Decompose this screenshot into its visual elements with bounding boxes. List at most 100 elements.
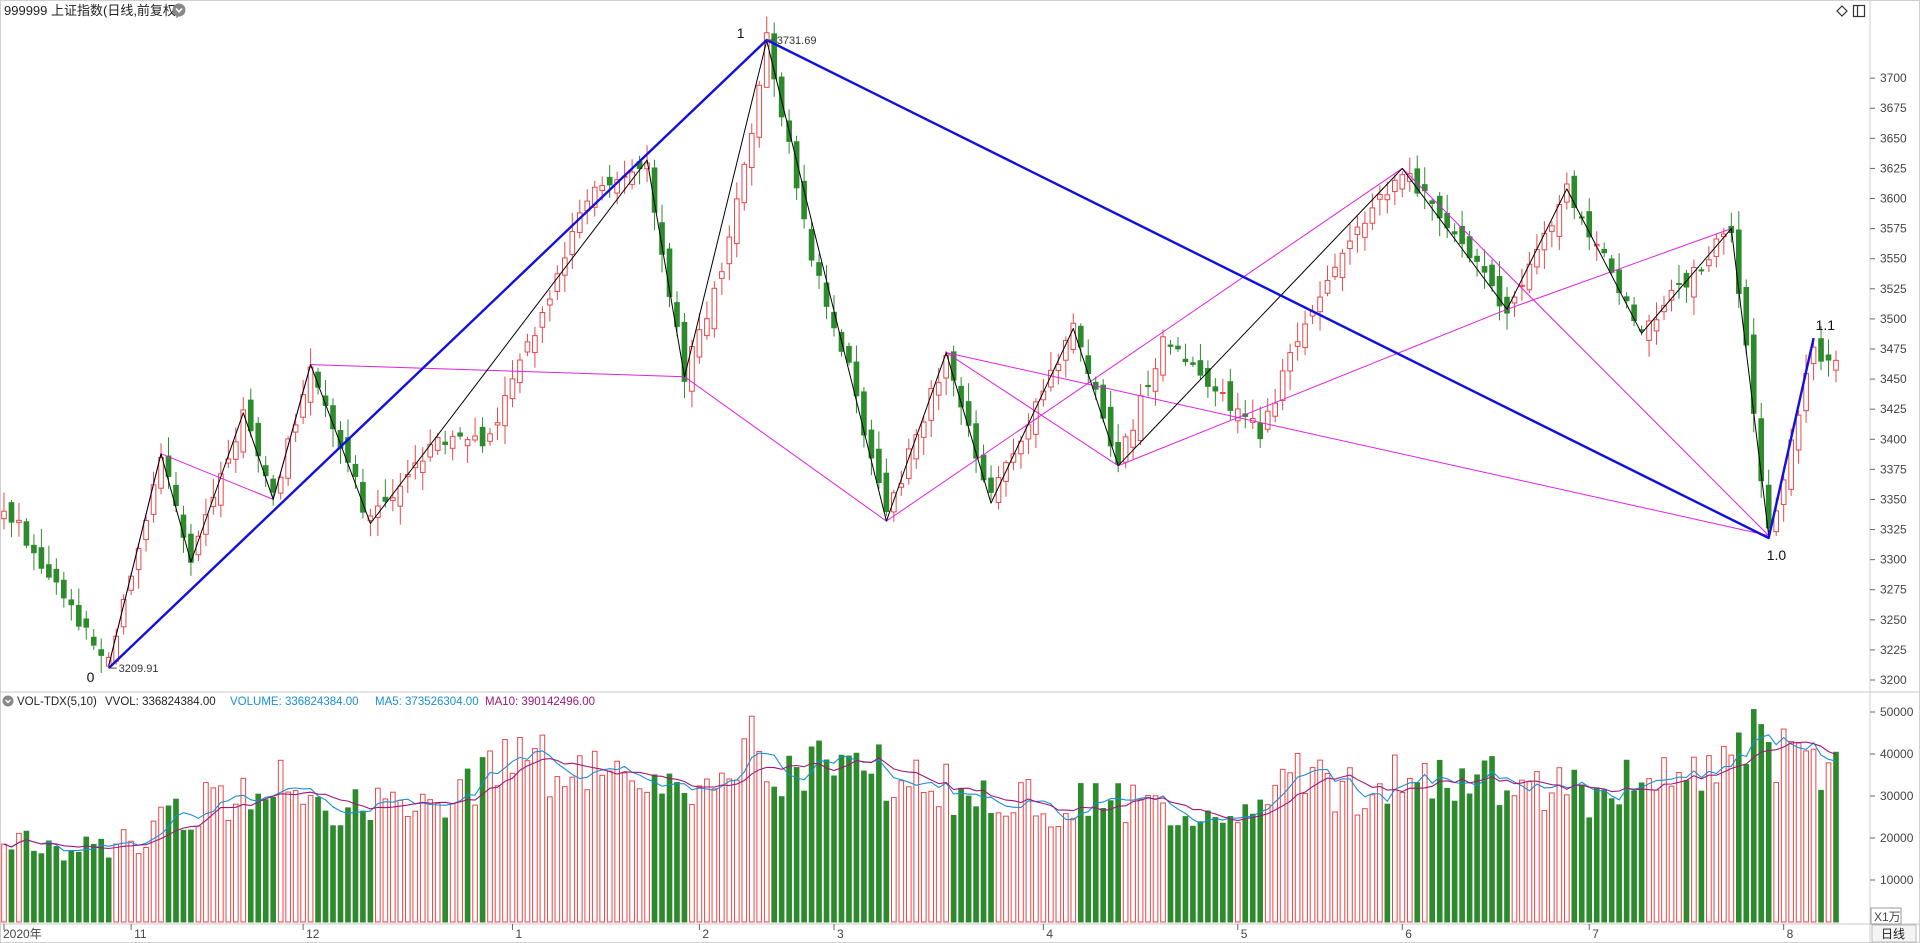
candle [1272, 388, 1279, 423]
wave-point-label: 1.0 [1767, 547, 1787, 563]
volume-bar [1571, 769, 1578, 923]
candle-body [1369, 207, 1376, 224]
price-tick-label: 3600 [1880, 192, 1907, 206]
volume-bar [943, 763, 949, 923]
candle [240, 397, 247, 459]
candle [1429, 198, 1436, 221]
candle [1145, 370, 1151, 397]
volume-bar [726, 778, 733, 923]
panel-icon[interactable] [1852, 4, 1866, 18]
candle-body [1257, 422, 1264, 440]
candle-body [1107, 406, 1114, 447]
candle-body [1085, 355, 1092, 375]
candle-body [1152, 368, 1159, 392]
wave-minor-line [108, 40, 1770, 666]
price-tick-label: 3275 [1880, 583, 1907, 597]
volume-bar [270, 796, 277, 923]
candle-body [90, 636, 97, 646]
volume-bar [532, 748, 538, 923]
candle [1676, 265, 1682, 299]
volume-bar [1332, 811, 1338, 923]
candle-body [561, 257, 568, 276]
date-tick-label: 5 [1241, 927, 1248, 941]
volume-bar [898, 780, 905, 923]
candle-body [1556, 203, 1563, 237]
candle-body [935, 382, 942, 396]
price-tick-label: 3400 [1880, 432, 1907, 446]
volume-bar [876, 744, 882, 923]
volume-bar [360, 810, 366, 923]
candle [1025, 413, 1032, 455]
chevron-down-icon[interactable] [2, 695, 14, 707]
volume-bar [1750, 709, 1757, 923]
volume-bar [1339, 780, 1346, 923]
volume-bar [1279, 768, 1286, 923]
candle-body [1631, 304, 1637, 322]
volume-bar [1, 843, 7, 923]
candle-body [277, 476, 284, 494]
candle-body [1272, 402, 1279, 417]
candle-body [1018, 440, 1024, 455]
volume-bar [23, 830, 30, 923]
candle-body [390, 497, 396, 501]
wave-pink-segment [1118, 308, 1508, 467]
volume-tick-label: 50000 [1880, 705, 1914, 719]
volume-bar [315, 796, 321, 923]
candle [1384, 181, 1391, 214]
volume-bar [434, 802, 441, 923]
candle [1302, 310, 1308, 356]
volume-bar [1272, 784, 1279, 923]
candle-body [1077, 325, 1084, 348]
candle [1294, 322, 1301, 361]
candle-body [195, 535, 202, 556]
candle-body [868, 429, 875, 459]
candle [1481, 249, 1488, 289]
candle-body [442, 441, 448, 445]
volume-bar [1758, 724, 1765, 923]
volume-bar [210, 787, 217, 923]
candle-body [240, 409, 247, 453]
volume-bar [674, 781, 680, 923]
candle-body [1743, 287, 1750, 346]
volume-bar [1145, 795, 1151, 923]
volume-bar [913, 759, 920, 923]
candle-body [696, 329, 703, 358]
volume-header: VOL-TDX(5,10) VVOL: 336824384.00 VOLUME:… [2, 695, 595, 708]
chevron-down-icon[interactable] [172, 3, 186, 17]
price-tick-label: 3475 [1880, 342, 1907, 356]
volume-bar [733, 779, 740, 923]
wave-pink-segment [945, 352, 1119, 467]
candle [861, 387, 867, 448]
candle [1489, 259, 1495, 292]
volume-bar [218, 785, 224, 923]
volume-bar [1055, 826, 1062, 923]
candle-body [1220, 391, 1226, 394]
volume-bar [300, 803, 306, 923]
candle [23, 518, 30, 549]
candle-body [1212, 386, 1219, 392]
period-tab[interactable] [1871, 924, 1917, 943]
candle-body [247, 399, 254, 432]
date-tick-label: 2 [702, 927, 709, 941]
candle-body [1317, 296, 1323, 313]
volume-bar [46, 840, 52, 923]
candle-body [1167, 344, 1174, 347]
candle [554, 265, 561, 300]
candle [457, 427, 463, 440]
diamond-icon[interactable] [1836, 5, 1848, 17]
candle-body [1377, 193, 1383, 200]
volume-bar [1242, 804, 1249, 923]
candle [756, 80, 763, 148]
candle-body [1706, 259, 1712, 267]
volume-bar [1399, 792, 1406, 923]
volume-bar [1317, 759, 1323, 923]
volume-bar [905, 786, 912, 923]
candle [816, 253, 822, 290]
candle-body [1175, 345, 1181, 350]
volume-bar [8, 849, 15, 923]
candle-body [599, 184, 606, 191]
volume-bar [823, 759, 830, 923]
wave-major-line [107, 38, 1815, 669]
